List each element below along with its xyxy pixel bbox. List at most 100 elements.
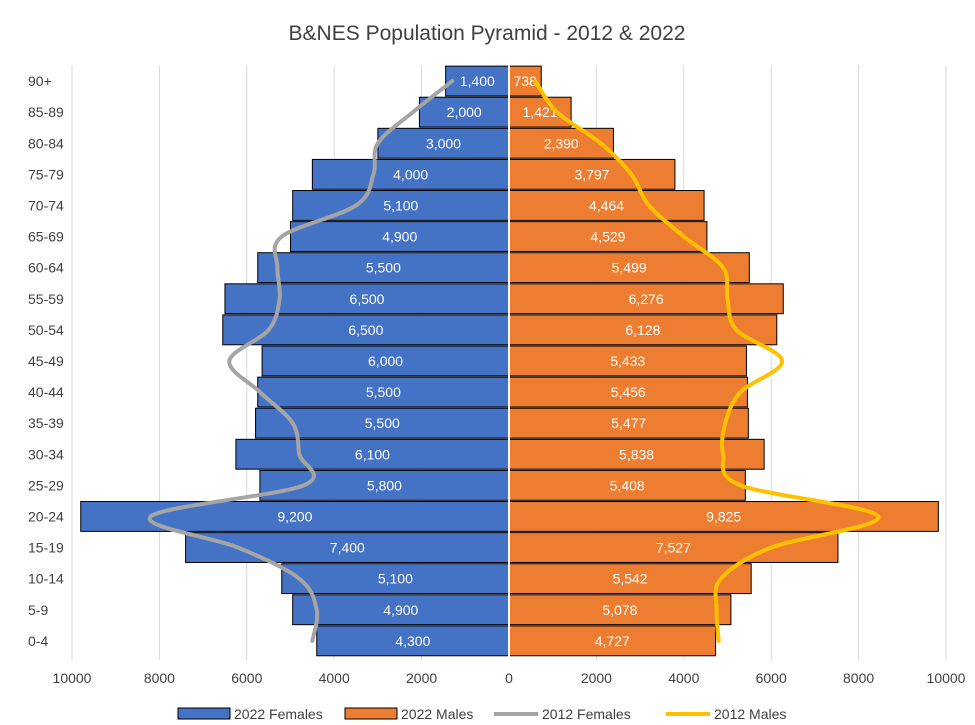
data-label-2022-males: 6,128 (625, 322, 660, 338)
data-label-2022-females: 4,000 (393, 166, 428, 182)
data-label-2022-females: 5,500 (366, 384, 401, 400)
bar-2022-males (508, 283, 784, 315)
x-tick-label: 4000 (668, 670, 699, 686)
bar-2022-males (508, 469, 746, 501)
data-label-2022-females: 3,000 (426, 135, 461, 151)
y-tick-label: 10-14 (28, 571, 64, 587)
data-label-2022-males: 3,797 (574, 166, 609, 182)
data-label-2022-males: 4,529 (590, 229, 625, 245)
bar-2022-females (418, 96, 510, 128)
bar-2022-females (292, 594, 510, 626)
bar-2022-males (508, 532, 839, 563)
y-tick-label: 65-69 (28, 229, 64, 245)
bar-2022-females (290, 221, 510, 252)
data-labels: 1,400 738 2,000 1,421 3,000 2,390 4,000 3,797 5,… (277, 73, 741, 649)
bar-2022-females (257, 376, 510, 408)
x-tick-label: 4000 (319, 670, 350, 686)
data-label-2022-females: 9,200 (277, 508, 312, 524)
y-tick-label: 80-84 (28, 135, 64, 151)
y-tick-label: 70-74 (28, 197, 64, 213)
bar-2022-males (508, 563, 752, 595)
data-label-2022-females: 6,500 (348, 322, 383, 338)
y-tick-label: 15-19 (28, 540, 64, 556)
data-label-2022-females: 6,500 (349, 291, 384, 307)
data-label-2022-males: 5,477 (611, 415, 646, 431)
data-label-2022-males: 7,527 (656, 540, 691, 556)
legend-label: 2022 Males (401, 706, 473, 722)
bar-2022-females (311, 158, 510, 190)
bar-2022-males (508, 625, 717, 657)
bar-2022-males (508, 190, 705, 221)
legend: 2022 Females 2022 Males 2012 Females 2012 M… (177, 706, 786, 722)
data-label-2022-males: 5,542 (613, 571, 648, 587)
y-tick-label: 0-4 (28, 633, 48, 649)
legend-swatch (177, 707, 231, 720)
bar-2022-females (235, 438, 510, 470)
y-tick-label: 55-59 (28, 291, 64, 307)
data-label-2022-males: 4,727 (595, 633, 630, 649)
bar-2022-males (508, 407, 749, 439)
x-tick-label: 8000 (843, 670, 874, 686)
x-tick-label: 10000 (53, 670, 92, 686)
data-label-2022-males: 5,456 (611, 384, 646, 400)
bar-2022-females (316, 625, 510, 657)
legend-swatch (344, 707, 398, 720)
x-tick-label: 6000 (756, 670, 787, 686)
bar-2022-females (281, 563, 510, 595)
data-label-2022-females: 4,300 (395, 633, 430, 649)
data-label-2022-females: 5,100 (378, 571, 413, 587)
y-tick-label: 40-44 (28, 384, 64, 400)
data-label-2022-males: 5,838 (619, 446, 654, 462)
y-tick-label: 25-29 (28, 477, 64, 493)
axes: 90+ 85-89 80-84 75-79 70-74 65-69 60-64 55-59 50… (28, 65, 966, 686)
data-label-2022-males: 9,825 (706, 508, 741, 524)
y-tick-label: 60-64 (28, 260, 64, 276)
y-tick-label: 5-9 (28, 602, 48, 618)
legend-label: 2012 Females (542, 706, 631, 722)
data-label-2022-males: 5,433 (610, 353, 645, 369)
data-label-2022-females: 6,000 (368, 353, 403, 369)
data-label-2022-males: 6,276 (629, 291, 664, 307)
y-tick-label: 85-89 (28, 104, 64, 120)
y-tick-label: 45-49 (28, 353, 64, 369)
bar-2022-females (261, 345, 510, 377)
data-label-2022-females: 6,100 (355, 446, 390, 462)
bar-2022-males (508, 158, 676, 190)
data-label-2022-males: 4,464 (589, 197, 624, 213)
chart-title: B&NES Population Pyramid - 2012 & 2022 (289, 22, 686, 45)
x-tick-label: 8000 (144, 670, 175, 686)
data-label-2022-females: 7,400 (330, 540, 365, 556)
line-2012-males (533, 79, 881, 643)
line-2012-females (147, 79, 455, 643)
x-tick-label: 2000 (581, 670, 612, 686)
data-label-2022-females: 5,800 (367, 477, 402, 493)
data-label-2022-females: 5,100 (383, 197, 418, 213)
bar-2022-males (508, 252, 750, 284)
bar-2022-males (508, 376, 748, 408)
data-label-2022-males: 5,408 (610, 477, 645, 493)
data-label-2022-males: 5,078 (602, 602, 637, 618)
bar-2022-females (257, 252, 510, 284)
data-label-2022-males: 1,421 (523, 104, 558, 120)
legend-label: 2022 Females (234, 706, 323, 722)
data-label-2022-males: 5,499 (612, 260, 647, 276)
y-tick-label: 35-39 (28, 415, 64, 431)
y-tick-label: 50-54 (28, 322, 64, 338)
data-label-2022-females: 4,900 (383, 602, 418, 618)
y-tick-label: 75-79 (28, 166, 64, 182)
lines-2012 (147, 79, 881, 643)
legend-label: 2012 Males (714, 706, 786, 722)
x-tick-label: 2000 (406, 670, 437, 686)
data-label-2022-females: 1,400 (460, 73, 495, 89)
x-tick-label: 6000 (231, 670, 262, 686)
data-label-2022-females: 5,500 (365, 415, 400, 431)
data-label-2022-females: 5,500 (366, 260, 401, 276)
y-tick-label: 30-34 (28, 446, 64, 462)
x-tick-label: 10000 (927, 670, 966, 686)
bar-2022-females (224, 283, 510, 315)
y-tick-label: 20-24 (28, 508, 64, 524)
x-tick-label: 0 (505, 670, 513, 686)
y-tick-label: 90+ (28, 73, 52, 89)
